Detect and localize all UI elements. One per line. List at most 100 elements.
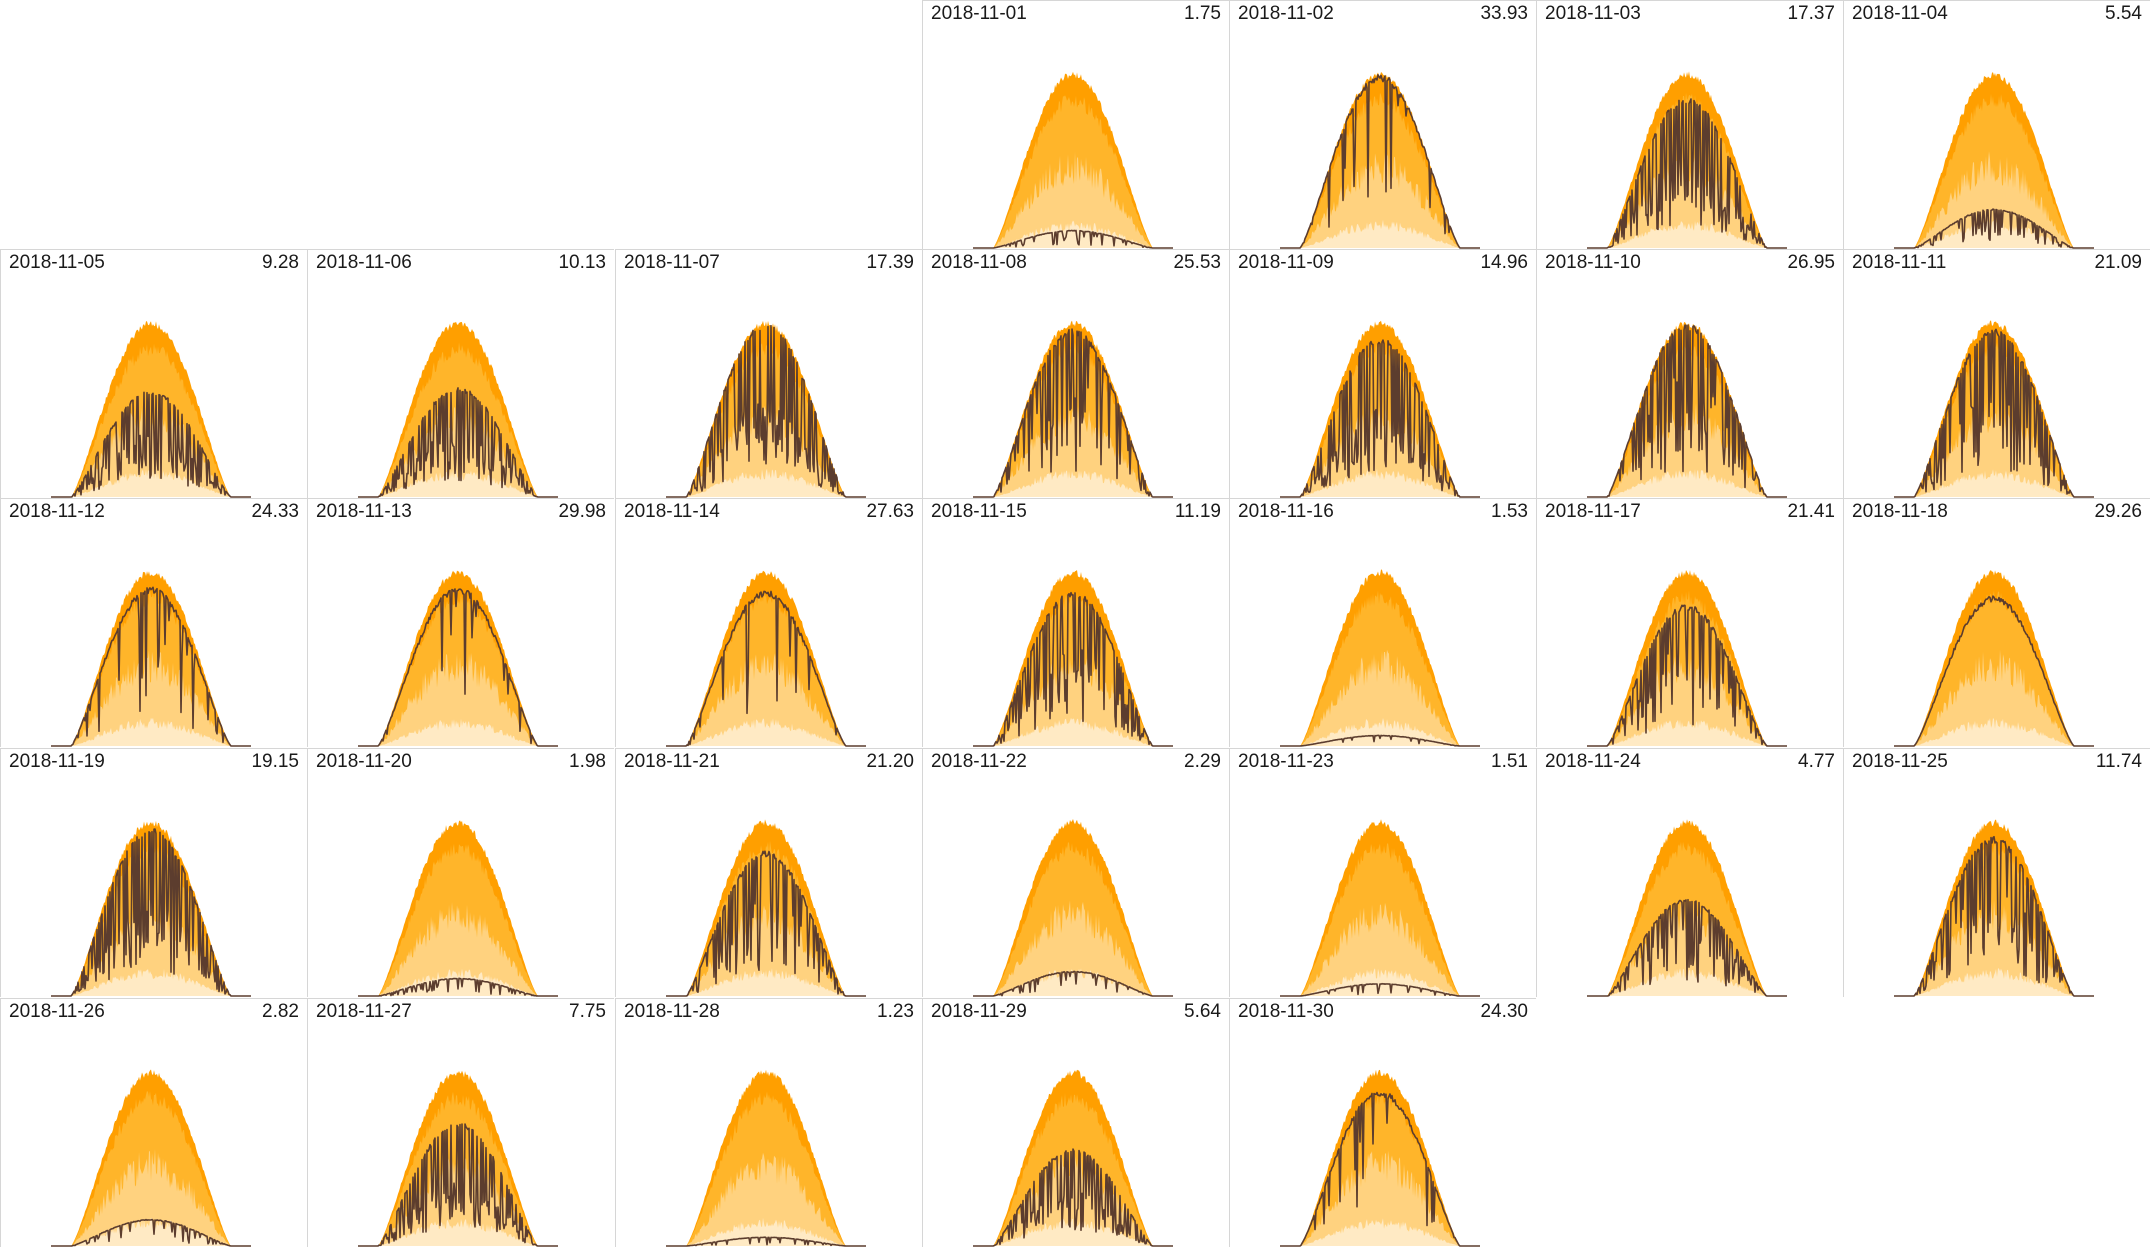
actual-generation-line [51, 586, 251, 747]
day-panel: 2018-11-02 33.93 [1229, 0, 1536, 249]
day-panel: 2018-11-01 1.75 [922, 0, 1229, 249]
day-panel: 2018-11-30 24.30 [1229, 998, 1536, 1247]
day-total-label: 1.51 [1491, 751, 1528, 772]
day-total-label: 27.63 [866, 501, 914, 522]
band-mid [378, 902, 538, 996]
day-date-label: 2018-11-10 [1545, 252, 1641, 273]
band-mid [686, 1152, 846, 1246]
day-panel: 2018-11-29 5.64 [922, 998, 1229, 1247]
day-chart [51, 1069, 251, 1247]
band-low [993, 968, 1153, 996]
band-low [1300, 468, 1460, 497]
actual-generation-line [358, 588, 558, 747]
band-mid [1300, 649, 1460, 746]
day-panel: 2018-11-10 26.95 [1536, 249, 1843, 498]
day-total-label: 4.77 [1798, 751, 1835, 772]
day-total-label: 21.41 [1787, 501, 1835, 522]
band-low [1914, 968, 2074, 996]
day-chart [51, 571, 251, 747]
band-mid [1300, 902, 1460, 996]
actual-generation-line [1280, 734, 1480, 747]
day-total-label: 5.64 [1184, 1001, 1221, 1022]
day-total-label: 29.26 [2094, 501, 2142, 522]
day-total-label: 17.39 [866, 252, 914, 273]
day-total-label: 25.53 [1173, 252, 1221, 273]
day-chart [51, 820, 251, 997]
day-chart [666, 570, 866, 747]
day-chart [1894, 570, 2094, 747]
actual-generation-line [1587, 604, 1787, 747]
day-panel: 2018-11-23 1.51 [1229, 748, 1536, 997]
band-mid [1607, 652, 1767, 746]
day-total-label: 24.33 [251, 501, 299, 522]
day-date-label: 2018-11-30 [1238, 1001, 1334, 1022]
band-low [686, 1217, 846, 1246]
day-chart [1894, 320, 2094, 498]
day-chart [973, 1069, 1173, 1247]
actual-generation-line [666, 590, 866, 747]
band-mid [71, 1149, 231, 1246]
band-mid [71, 899, 231, 996]
band-mid [1300, 152, 1460, 248]
day-chart [358, 570, 558, 747]
band-low [378, 1219, 538, 1246]
day-date-label: 2018-11-07 [624, 252, 720, 273]
day-chart [973, 71, 1173, 249]
day-chart [1587, 322, 1787, 498]
band-low [1300, 219, 1460, 248]
day-total-label: 1.98 [569, 751, 606, 772]
day-total-label: 26.95 [1787, 252, 1835, 273]
day-chart [1894, 72, 2094, 249]
day-panel: 2018-11-21 21.20 [615, 748, 922, 997]
day-panel: 2018-11-13 29.98 [307, 498, 614, 747]
day-date-label: 2018-11-01 [931, 3, 1027, 24]
day-panel: 2018-11-22 2.29 [922, 748, 1229, 997]
day-chart [1587, 819, 1787, 997]
actual-generation-line [51, 828, 251, 997]
actual-generation-line [973, 328, 1173, 498]
day-panel: 2018-11-14 27.63 [615, 498, 922, 747]
day-date-label: 2018-11-04 [1852, 3, 1948, 24]
day-panel: 2018-11-18 29.26 [1843, 498, 2150, 747]
band-mid [993, 151, 1153, 248]
day-panel: 2018-11-25 11.74 [1843, 748, 2150, 997]
day-chart [358, 321, 558, 498]
band-mid [71, 650, 231, 746]
day-date-label: 2018-11-26 [9, 1001, 105, 1022]
day-chart [358, 1070, 558, 1247]
day-panel: 2018-11-28 1.23 [615, 998, 922, 1247]
day-panel: 2018-11-08 25.53 [922, 249, 1229, 498]
band-low [378, 469, 538, 497]
band-low [1607, 469, 1767, 497]
day-panel: 2018-11-09 14.96 [1229, 249, 1536, 498]
day-chart [358, 820, 558, 997]
day-date-label: 2018-11-27 [316, 1001, 412, 1022]
day-panel: 2018-11-16 1.53 [1229, 498, 1536, 747]
actual-generation-line [1894, 835, 2094, 997]
day-panel: 2018-11-03 17.37 [1536, 0, 1843, 249]
day-date-label: 2018-11-05 [9, 252, 105, 273]
band-low [1607, 968, 1767, 996]
day-date-label: 2018-11-21 [624, 751, 720, 772]
day-total-label: 7.75 [569, 1001, 606, 1022]
day-total-label: 11.74 [2095, 751, 2142, 772]
actual-generation-line [1587, 98, 1787, 249]
day-total-label: 24.30 [1480, 1001, 1528, 1022]
day-panel: 2018-11-26 2.82 [0, 998, 307, 1247]
band-low [1914, 717, 2074, 746]
band-low [1607, 220, 1767, 248]
day-chart [1587, 570, 1787, 747]
day-chart [973, 570, 1173, 747]
day-panel: 2018-11-11 21.09 [1843, 249, 2150, 498]
day-chart [1280, 320, 1480, 498]
actual-generation-line [51, 1218, 251, 1247]
day-date-label: 2018-11-23 [1238, 751, 1334, 772]
day-total-label: 21.20 [866, 751, 914, 772]
actual-generation-line [666, 324, 866, 498]
day-panel: 2018-11-15 11.19 [922, 498, 1229, 747]
band-low [71, 717, 231, 746]
day-date-label: 2018-11-02 [1238, 3, 1334, 24]
band-mid [378, 652, 538, 746]
actual-generation-line [358, 387, 558, 498]
day-date-label: 2018-11-12 [9, 501, 105, 522]
